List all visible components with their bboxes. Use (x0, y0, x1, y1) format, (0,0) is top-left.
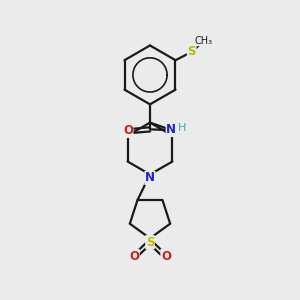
Text: N: N (145, 172, 155, 184)
Text: S: S (188, 45, 196, 58)
Text: O: O (161, 250, 171, 262)
Text: O: O (123, 124, 133, 137)
Text: O: O (129, 250, 139, 262)
Text: S: S (146, 236, 154, 249)
Text: N: N (166, 124, 176, 136)
Text: H: H (178, 123, 187, 133)
Text: CH₃: CH₃ (195, 36, 213, 46)
